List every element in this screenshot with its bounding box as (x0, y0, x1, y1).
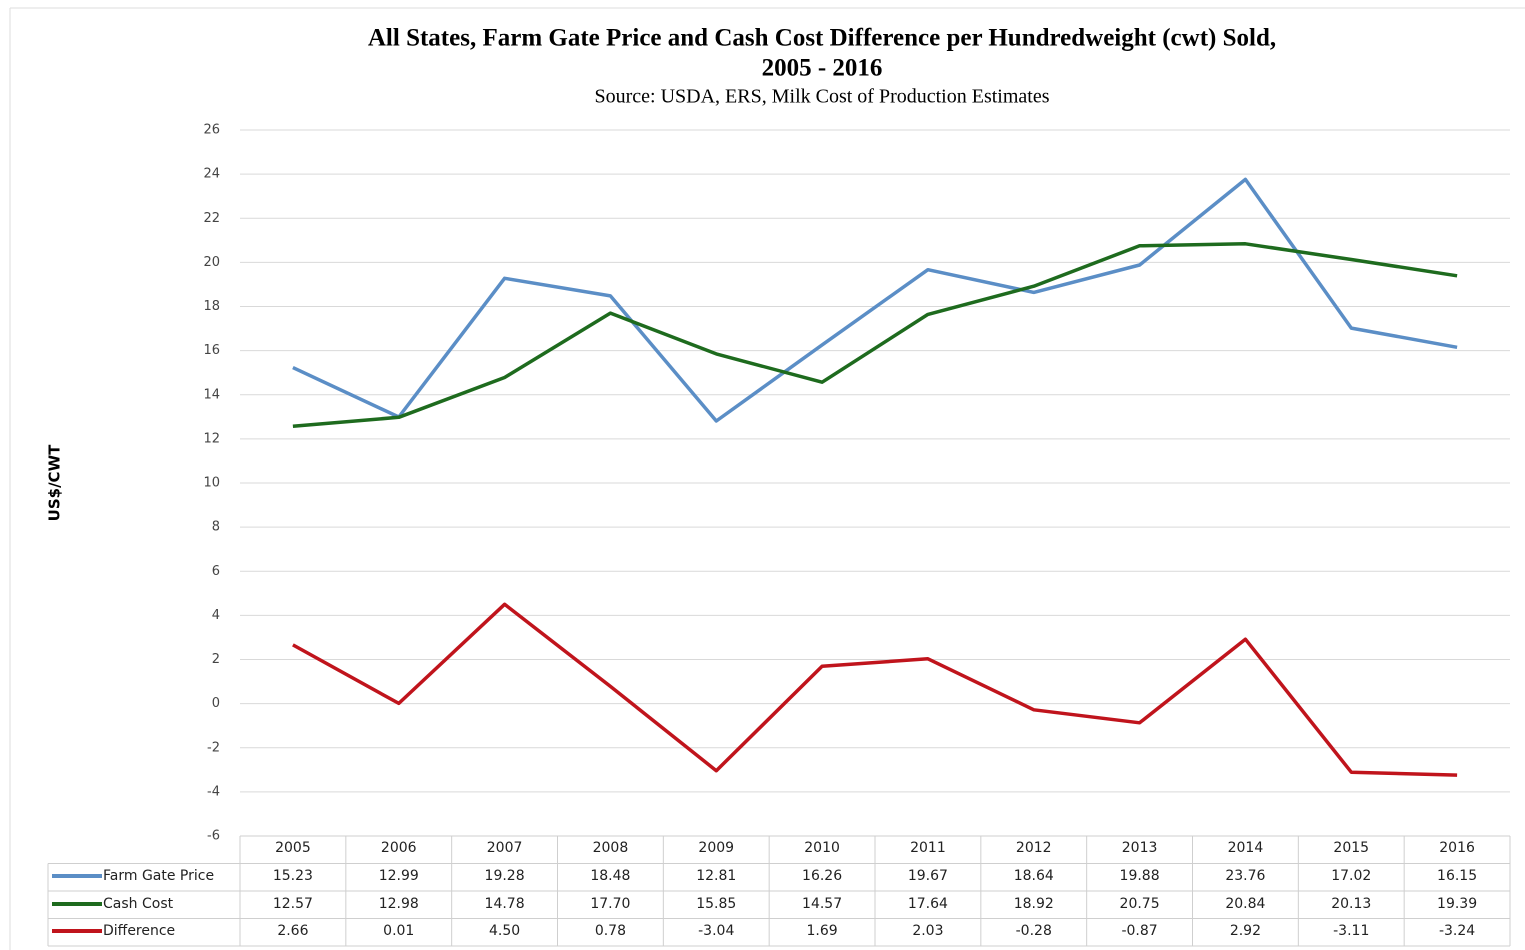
table-value: 4.50 (489, 923, 520, 939)
y-tick-label: 26 (203, 123, 220, 138)
x-tick-label: 2012 (1016, 840, 1052, 856)
table-value: 12.57 (273, 896, 313, 912)
table-value: 0.78 (595, 923, 626, 939)
y-tick-label: 22 (203, 211, 220, 226)
table-value: 15.23 (273, 868, 313, 884)
y-tick-label: 2 (212, 652, 220, 667)
y-axis-label: US$/CWT (46, 444, 64, 521)
table-value: 16.15 (1437, 868, 1477, 884)
y-tick-label: -2 (207, 740, 220, 755)
table-value: -0.28 (1016, 923, 1052, 939)
table-value: 14.78 (485, 896, 525, 912)
table-value: -3.04 (698, 923, 734, 939)
y-tick-label: 14 (203, 387, 220, 402)
x-tick-label: 2005 (275, 840, 311, 856)
chart-title: All States, Farm Gate Price and Cash Cos… (368, 25, 1276, 52)
x-tick-label: 2009 (698, 840, 734, 856)
table-value: 20.84 (1225, 896, 1265, 912)
x-tick-label: 2013 (1122, 840, 1158, 856)
series-line (292, 242, 1458, 429)
table-value: 2.03 (912, 923, 943, 939)
x-tick-label: 2008 (593, 840, 629, 856)
table-value: 17.02 (1331, 868, 1371, 884)
y-tick-label: 12 (203, 431, 220, 446)
series-line (292, 602, 1458, 777)
chart-subtitle: Source: USDA, ERS, Milk Cost of Producti… (595, 86, 1050, 108)
y-tick-label: 0 (212, 696, 220, 711)
y-tick-label: 4 (212, 608, 220, 623)
table-value: 0.01 (383, 923, 414, 939)
table-value: -3.24 (1439, 923, 1475, 939)
table-value: -0.87 (1121, 923, 1157, 939)
x-tick-label: 2010 (804, 840, 840, 856)
y-tick-label: 6 (212, 564, 220, 579)
table-value: 20.13 (1331, 896, 1371, 912)
table-value: 15.85 (696, 896, 736, 912)
y-tick-label: 24 (203, 167, 220, 182)
x-tick-label: 2007 (487, 840, 523, 856)
table-value: 12.81 (696, 868, 736, 884)
y-tick-label: 8 (212, 520, 220, 535)
legend-label: Cash Cost (103, 896, 174, 912)
table-value: 12.98 (379, 896, 419, 912)
table-value: 16.26 (802, 868, 842, 884)
table-value: 17.64 (908, 896, 948, 912)
table-value: 19.28 (485, 868, 525, 884)
legend-label: Farm Gate Price (103, 868, 214, 884)
x-tick-label: 2015 (1333, 840, 1369, 856)
legend-label: Difference (103, 923, 175, 939)
table-value: 19.67 (908, 868, 948, 884)
table-value: 20.75 (1120, 896, 1160, 912)
x-tick-label: 2006 (381, 840, 417, 856)
table-value: 2.92 (1230, 923, 1261, 939)
y-tick-label: 16 (203, 343, 220, 358)
x-tick-label: 2011 (910, 840, 946, 856)
table-value: 18.92 (1014, 896, 1054, 912)
table-value: 2.66 (277, 923, 308, 939)
y-tick-label: 10 (203, 476, 220, 491)
chart-title: 2005 - 2016 (762, 55, 883, 82)
y-tick-label: 20 (203, 255, 220, 270)
table-value: 18.48 (590, 868, 630, 884)
table-value: 14.57 (802, 896, 842, 912)
series-line (292, 177, 1458, 423)
x-tick-label: 2016 (1439, 840, 1475, 856)
table-value: 12.99 (379, 868, 419, 884)
table-value: 18.64 (1014, 868, 1054, 884)
table-value: 19.39 (1437, 896, 1477, 912)
y-tick-label: -6 (207, 829, 220, 844)
x-tick-label: 2014 (1228, 840, 1264, 856)
table-value: 1.69 (806, 923, 837, 939)
table-value: 23.76 (1225, 868, 1265, 884)
y-tick-label: -4 (207, 784, 220, 799)
table-value: 17.70 (590, 896, 630, 912)
table-value: -3.11 (1333, 923, 1369, 939)
table-value: 19.88 (1120, 868, 1160, 884)
y-tick-label: 18 (203, 299, 220, 314)
